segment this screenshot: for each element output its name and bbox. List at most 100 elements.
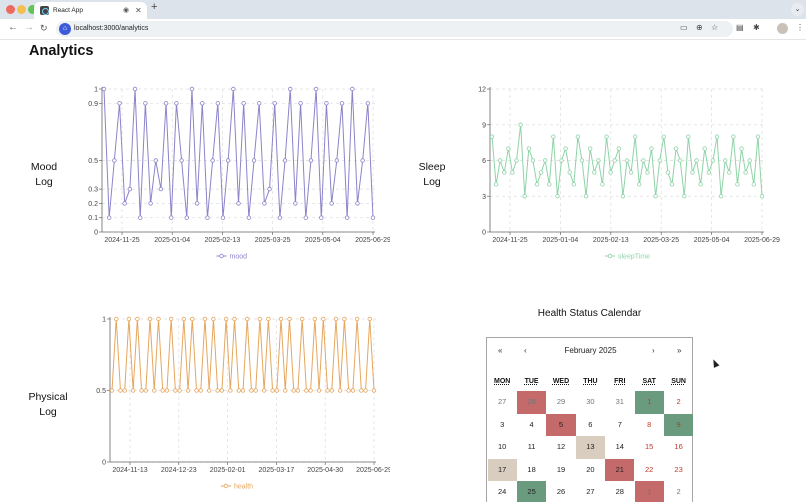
y-tick-label: 0 [94, 230, 98, 237]
calendar-day[interactable]: 28 [516, 391, 547, 414]
x-tick-label: 2024-11-25 [104, 237, 139, 244]
forward-button[interactable]: → [24, 22, 34, 33]
health-data-point [342, 316, 347, 322]
calendar-day[interactable]: 13 [575, 436, 606, 459]
calendar-day[interactable]: 8 [647, 419, 652, 429]
prev-year-button[interactable]: « [498, 346, 503, 355]
calendar-day[interactable]: 27 [498, 397, 507, 406]
health-data-point [143, 388, 149, 393]
mood-data-point [324, 101, 329, 106]
sleep-data-point [579, 158, 585, 163]
browser-tab[interactable]: React App ◉ ✕ [34, 2, 147, 19]
sleep-data-point [600, 182, 605, 187]
calendar-day[interactable]: 28 [615, 487, 624, 496]
calendar-day[interactable]: 7 [617, 419, 622, 429]
x-tick-label: 2025-05-04 [305, 237, 341, 244]
tab-search-button[interactable]: ⌄ [791, 3, 804, 16]
calendar-day[interactable]: 30 [586, 397, 595, 406]
physical-log-label: Physical Log [24, 390, 72, 420]
x-tick-label: 2025-06-29 [355, 237, 390, 244]
back-button[interactable]: ← [8, 22, 18, 33]
window-zoom-button[interactable] [28, 5, 37, 14]
x-tick-label: 2025-02-13 [204, 237, 240, 244]
calendar-day[interactable]: 1 [634, 481, 664, 502]
calendar-day[interactable]: 17 [487, 458, 517, 481]
sleep-data-point [563, 146, 568, 151]
calendar-day[interactable]: 3 [500, 419, 505, 429]
calendar-day[interactable]: 6 [588, 419, 593, 429]
prev-month-button[interactable]: ‹ [524, 346, 527, 355]
calendar-day[interactable]: 14 [615, 442, 624, 451]
calendar-day[interactable]: 24 [498, 487, 507, 496]
calendar-day[interactable]: 15 [645, 442, 654, 451]
extensions-icon[interactable]: ✱ [753, 23, 760, 32]
zoom-icon[interactable]: ⊕ [696, 23, 703, 32]
health-data-point [261, 388, 267, 393]
calendar-day[interactable]: 5 [546, 413, 576, 436]
calendar-day[interactable]: 19 [556, 464, 566, 474]
close-tab-icon[interactable]: ✕ [135, 6, 142, 15]
next-month-button[interactable]: › [652, 346, 655, 355]
health-data-point [249, 388, 254, 393]
sleep-data-point [555, 194, 560, 199]
mood-data-point [117, 101, 122, 106]
health-data-point [147, 316, 153, 322]
calendar-day[interactable]: 25 [516, 481, 547, 502]
calendar-day[interactable]: 18 [527, 464, 536, 474]
mood-series-line [103, 88, 374, 218]
window-close-button[interactable] [6, 5, 15, 14]
browser-menu-icon[interactable]: ⋮ [796, 23, 804, 32]
mood-data-point [148, 201, 153, 206]
health-data-point [173, 388, 178, 393]
health-data-point [194, 388, 199, 393]
mood-data-point [158, 186, 164, 192]
calendar-day[interactable]: 26 [556, 487, 566, 496]
reading-list-icon[interactable]: ▤ [736, 23, 744, 32]
health-data-point [181, 316, 187, 322]
calendar-day[interactable]: 1 [634, 391, 664, 414]
calendar-month-label[interactable]: February 2025 [564, 346, 617, 355]
health-data-point [266, 316, 271, 322]
calendar-day[interactable]: 22 [645, 464, 654, 474]
health-data-point [321, 316, 326, 322]
mood-data-point [334, 158, 339, 163]
next-year-button[interactable]: » [677, 346, 682, 355]
address-bar[interactable]: ⌂ localhost:3000/analytics ▭ ⊕ ☆ [56, 21, 733, 37]
calendar-day[interactable]: 31 [615, 397, 624, 406]
calendar-day[interactable]: 11 [527, 442, 536, 451]
window-minimize-button[interactable] [17, 5, 26, 14]
health-data-point [312, 316, 318, 322]
calendar-day[interactable]: 21 [605, 458, 635, 481]
calendar-day[interactable]: 2 [676, 397, 681, 406]
site-info-icon[interactable]: ⌂ [59, 23, 71, 35]
speaker-icon[interactable]: ◉ [123, 7, 130, 14]
url-text[interactable]: localhost:3000/analytics [74, 25, 149, 32]
calendar-day[interactable]: 9 [663, 413, 694, 436]
health-data-point [257, 316, 263, 322]
mood-data-point [329, 201, 334, 206]
calendar-day[interactable]: 4 [529, 419, 534, 429]
calendar-day[interactable]: 27 [586, 487, 595, 496]
install-app-icon[interactable]: ▭ [680, 23, 688, 32]
calendar-day[interactable]: 10 [498, 442, 507, 451]
mood-data-point [251, 158, 257, 163]
mood-data-point [143, 101, 148, 106]
calendar-day[interactable]: 20 [586, 464, 595, 474]
x-tick-label: 2025-06-29 [356, 467, 390, 474]
calendar-day[interactable]: 16 [674, 442, 683, 451]
bookmark-star-icon[interactable]: ☆ [711, 23, 719, 32]
calendar-day[interactable]: 12 [556, 442, 566, 451]
calendar-day[interactable]: 2 [676, 487, 681, 496]
sleep-data-point [542, 158, 548, 163]
sleep-data-point [710, 158, 716, 163]
sleep-data-point [551, 134, 556, 139]
mood-data-point [262, 201, 267, 206]
new-tab-button[interactable]: + [151, 1, 158, 13]
y-tick-label: 0.5 [96, 388, 106, 395]
calendar-day[interactable]: 29 [556, 397, 566, 406]
profile-avatar[interactable] [777, 23, 788, 34]
mood-data-point [122, 201, 127, 206]
calendar-day[interactable]: 23 [674, 464, 683, 474]
sleep-data-point [686, 134, 691, 139]
reload-button[interactable]: ↻ [40, 23, 48, 33]
